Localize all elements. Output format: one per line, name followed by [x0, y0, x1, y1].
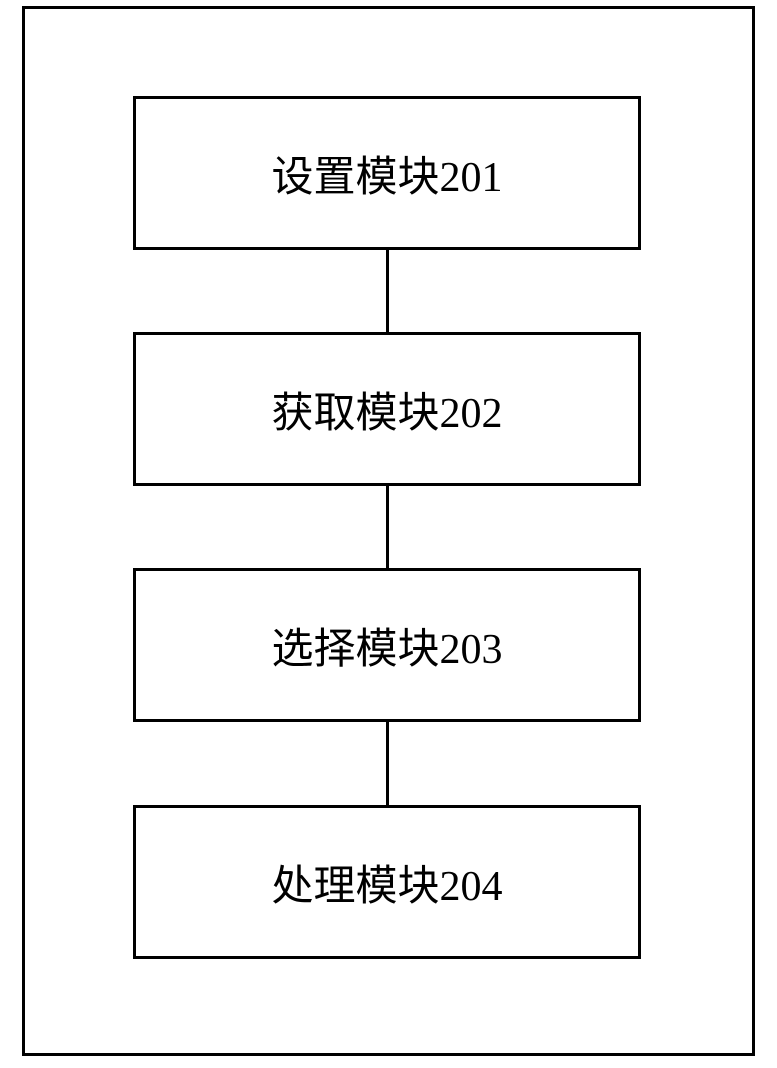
- connector-2: [386, 486, 389, 568]
- connector-1: [386, 250, 389, 332]
- module-label-203: 选择模块203: [271, 615, 502, 676]
- module-label-204: 处理模块204: [271, 852, 502, 913]
- connector-3: [386, 722, 389, 805]
- module-label-202: 获取模块202: [271, 379, 502, 440]
- module-box-202: 获取模块202: [133, 332, 641, 486]
- module-box-203: 选择模块203: [133, 568, 641, 722]
- module-box-204: 处理模块204: [133, 805, 641, 959]
- module-label-201: 设置模块201: [271, 143, 502, 204]
- module-box-201: 设置模块201: [133, 96, 641, 250]
